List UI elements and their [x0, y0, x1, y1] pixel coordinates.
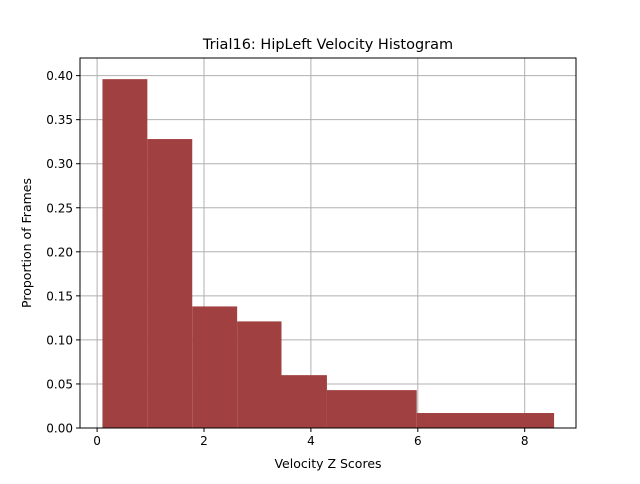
histogram-bar-1 — [102, 79, 148, 429]
histogram-bar-6 — [326, 390, 417, 428]
x-tick-label: 2 — [200, 434, 208, 448]
chart-title: Trial16: HipLeft Velocity Histogram — [202, 37, 453, 53]
histogram-bar-7 — [416, 413, 555, 428]
x-axis-label: Velocity Z Scores — [274, 456, 381, 471]
y-tick-label: 0.35 — [46, 113, 73, 127]
y-tick-label: 0.30 — [46, 157, 73, 171]
y-tick-label: 0.25 — [46, 201, 73, 215]
histogram-bar-4 — [237, 321, 282, 428]
histogram-bar-5 — [281, 375, 327, 428]
y-tick-label: 0.05 — [46, 377, 73, 391]
x-tick-label: 6 — [414, 434, 422, 448]
plot-area-frame — [79, 57, 577, 429]
y-tick-label: 0.20 — [46, 245, 73, 259]
y-tick-label: 0.10 — [46, 333, 73, 347]
y-tick-label: 0.00 — [46, 422, 73, 436]
x-tick-label: 8 — [521, 434, 529, 448]
y-axis-ticks: 0.00 0.05 0.10 0.15 0.20 0.25 0.30 0.35 0.40 — [46, 69, 80, 436]
x-tick-label: 4 — [307, 434, 315, 448]
histogram-bars — [102, 79, 555, 429]
histogram-bar-3 — [192, 306, 238, 428]
y-axis-label: Proportion of Frames — [19, 178, 34, 308]
y-tick-label: 0.40 — [46, 69, 73, 83]
x-tick-label: 0 — [93, 434, 101, 448]
y-tick-label: 0.15 — [46, 289, 73, 303]
histogram-bar-2 — [147, 139, 193, 429]
x-axis-ticks: 0 2 4 6 8 — [93, 428, 529, 448]
